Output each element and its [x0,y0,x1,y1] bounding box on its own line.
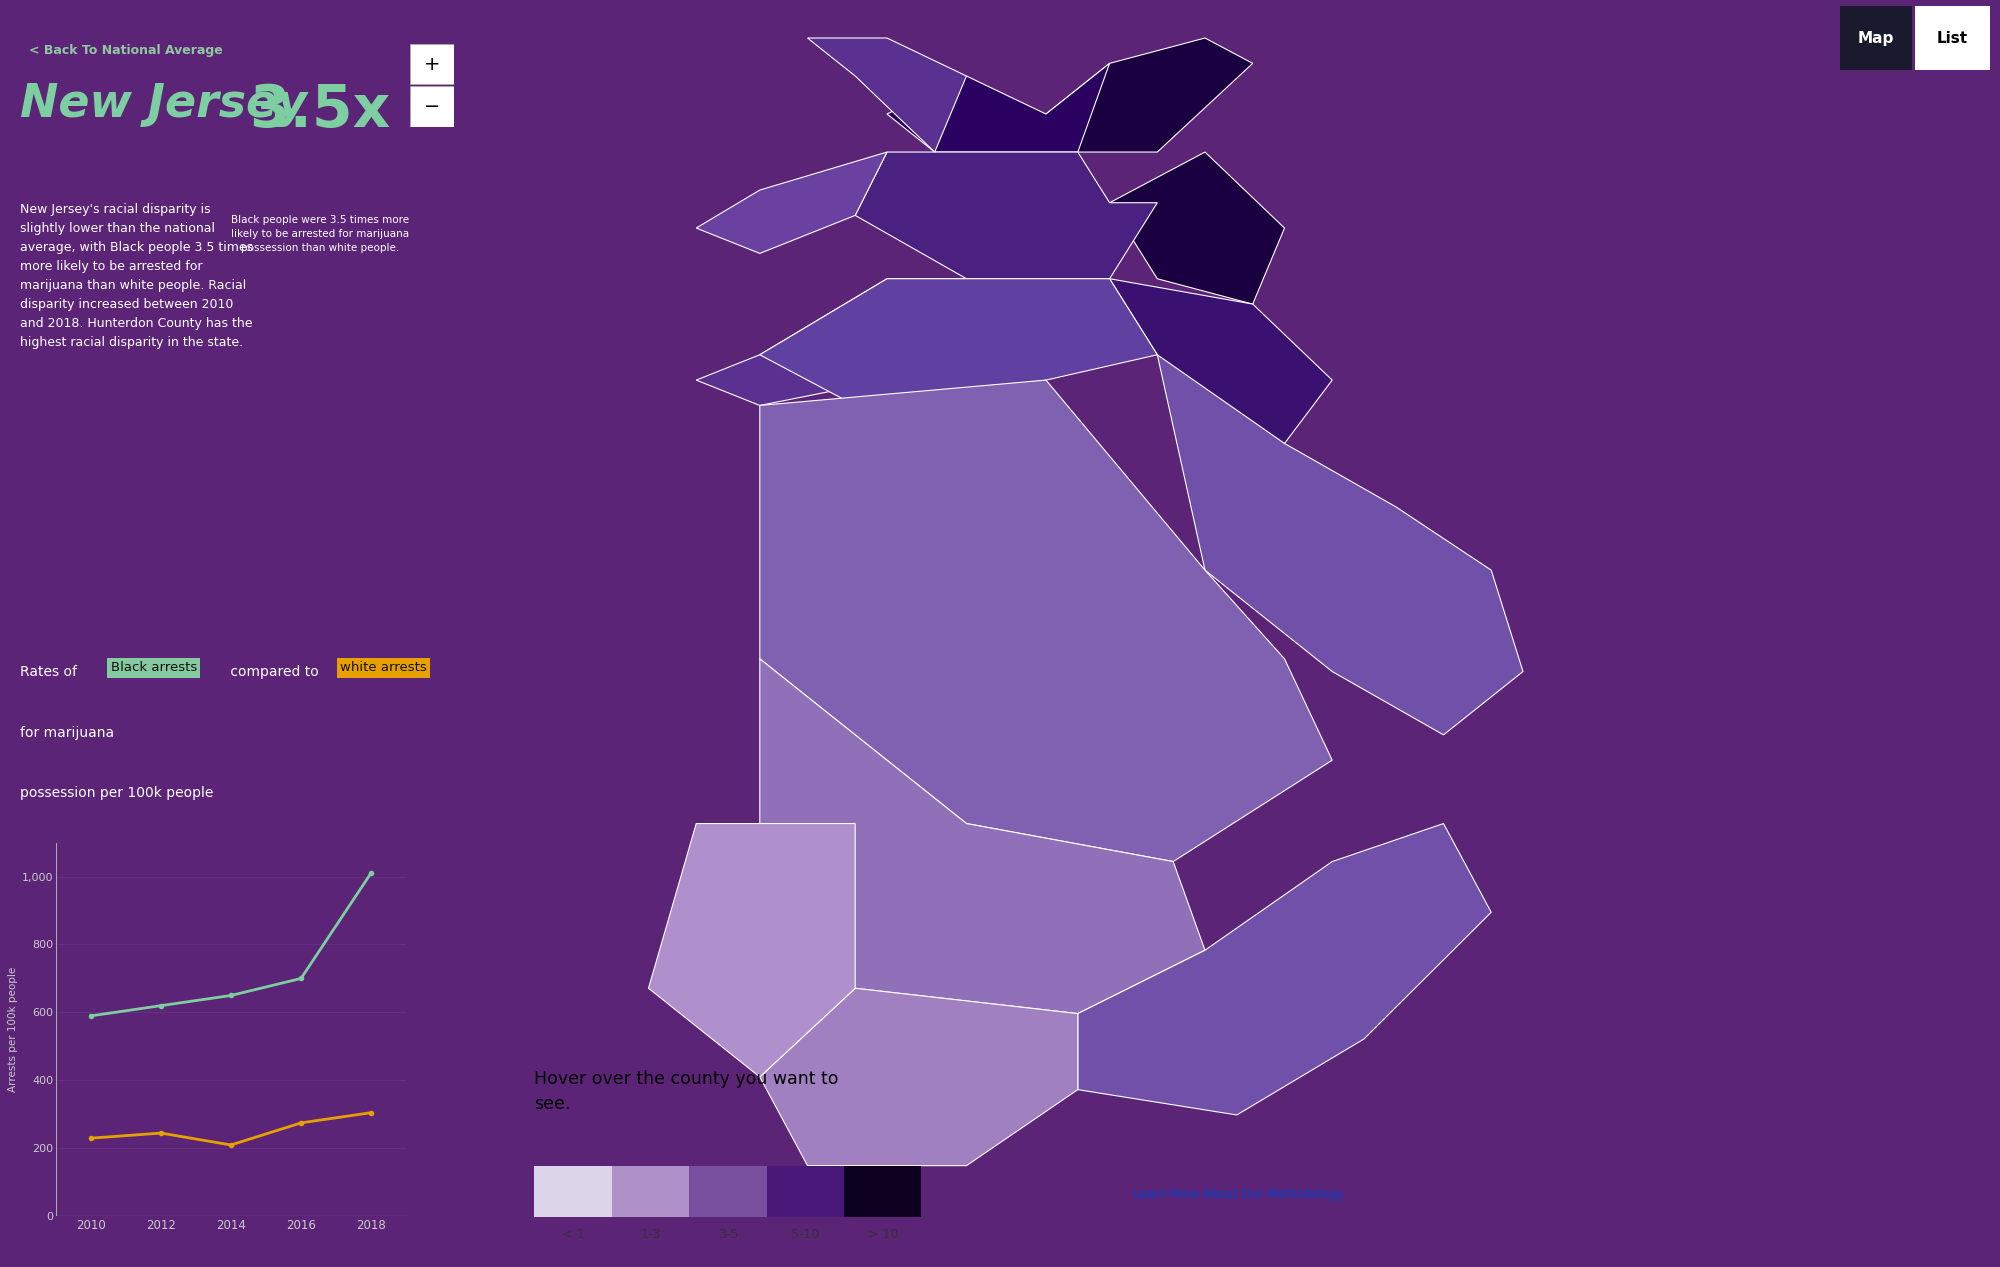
Text: > 10: > 10 [868,1228,898,1240]
Text: Black people were 3.5 times more
likely to be arrested for marijuana
possession : Black people were 3.5 times more likely … [230,215,408,253]
Text: possession per 100k people: possession per 100k people [20,786,214,799]
Bar [410,86,454,127]
Text: for marijuana: for marijuana [20,726,114,740]
Text: New Jersey: New Jersey [20,82,308,128]
Polygon shape [1046,38,1252,152]
Polygon shape [648,824,856,1077]
Text: +: + [424,54,440,73]
Polygon shape [1110,279,1332,443]
Text: white arrests: white arrests [340,661,428,674]
Text: Hover over the county you want to
see.: Hover over the county you want to see. [534,1069,838,1112]
Text: List: List [1936,30,1968,46]
Polygon shape [1158,355,1524,735]
Text: New Jersey's racial disparity is
slightly lower than the national
average, with : New Jersey's racial disparity is slightl… [20,203,254,348]
Bar [410,44,454,84]
Text: Map: Map [1858,30,1894,46]
Polygon shape [696,279,966,405]
Bar [844,1166,922,1216]
Polygon shape [760,988,1078,1166]
Polygon shape [696,152,888,253]
Text: Learn More About Our Methodology: Learn More About Our Methodology [1132,1188,1342,1201]
Text: 5-10: 5-10 [792,1228,820,1240]
Text: 3.5x: 3.5x [250,82,390,139]
Polygon shape [808,38,966,152]
Bar [534,1166,612,1216]
Polygon shape [760,279,1158,405]
Text: 3-5: 3-5 [718,1228,738,1240]
Polygon shape [856,152,1158,279]
Bar [1840,6,1912,70]
Polygon shape [760,659,1204,1014]
Polygon shape [760,380,1332,862]
Text: compared to: compared to [226,665,322,679]
Bar [1916,6,1990,70]
Polygon shape [888,63,1110,152]
Y-axis label: Arrests per 100k people: Arrests per 100k people [8,967,18,1092]
Bar [690,1166,766,1216]
Text: 1-3: 1-3 [640,1228,660,1240]
Text: < 1: < 1 [562,1228,584,1240]
Polygon shape [1078,824,1492,1115]
Bar [766,1166,844,1216]
Bar [612,1166,690,1216]
Text: −: − [424,96,440,115]
Text: < Back To National Average: < Back To National Average [28,44,222,57]
Text: Rates of: Rates of [20,665,82,679]
Text: Black arrests: Black arrests [110,661,196,674]
Polygon shape [1110,152,1284,304]
